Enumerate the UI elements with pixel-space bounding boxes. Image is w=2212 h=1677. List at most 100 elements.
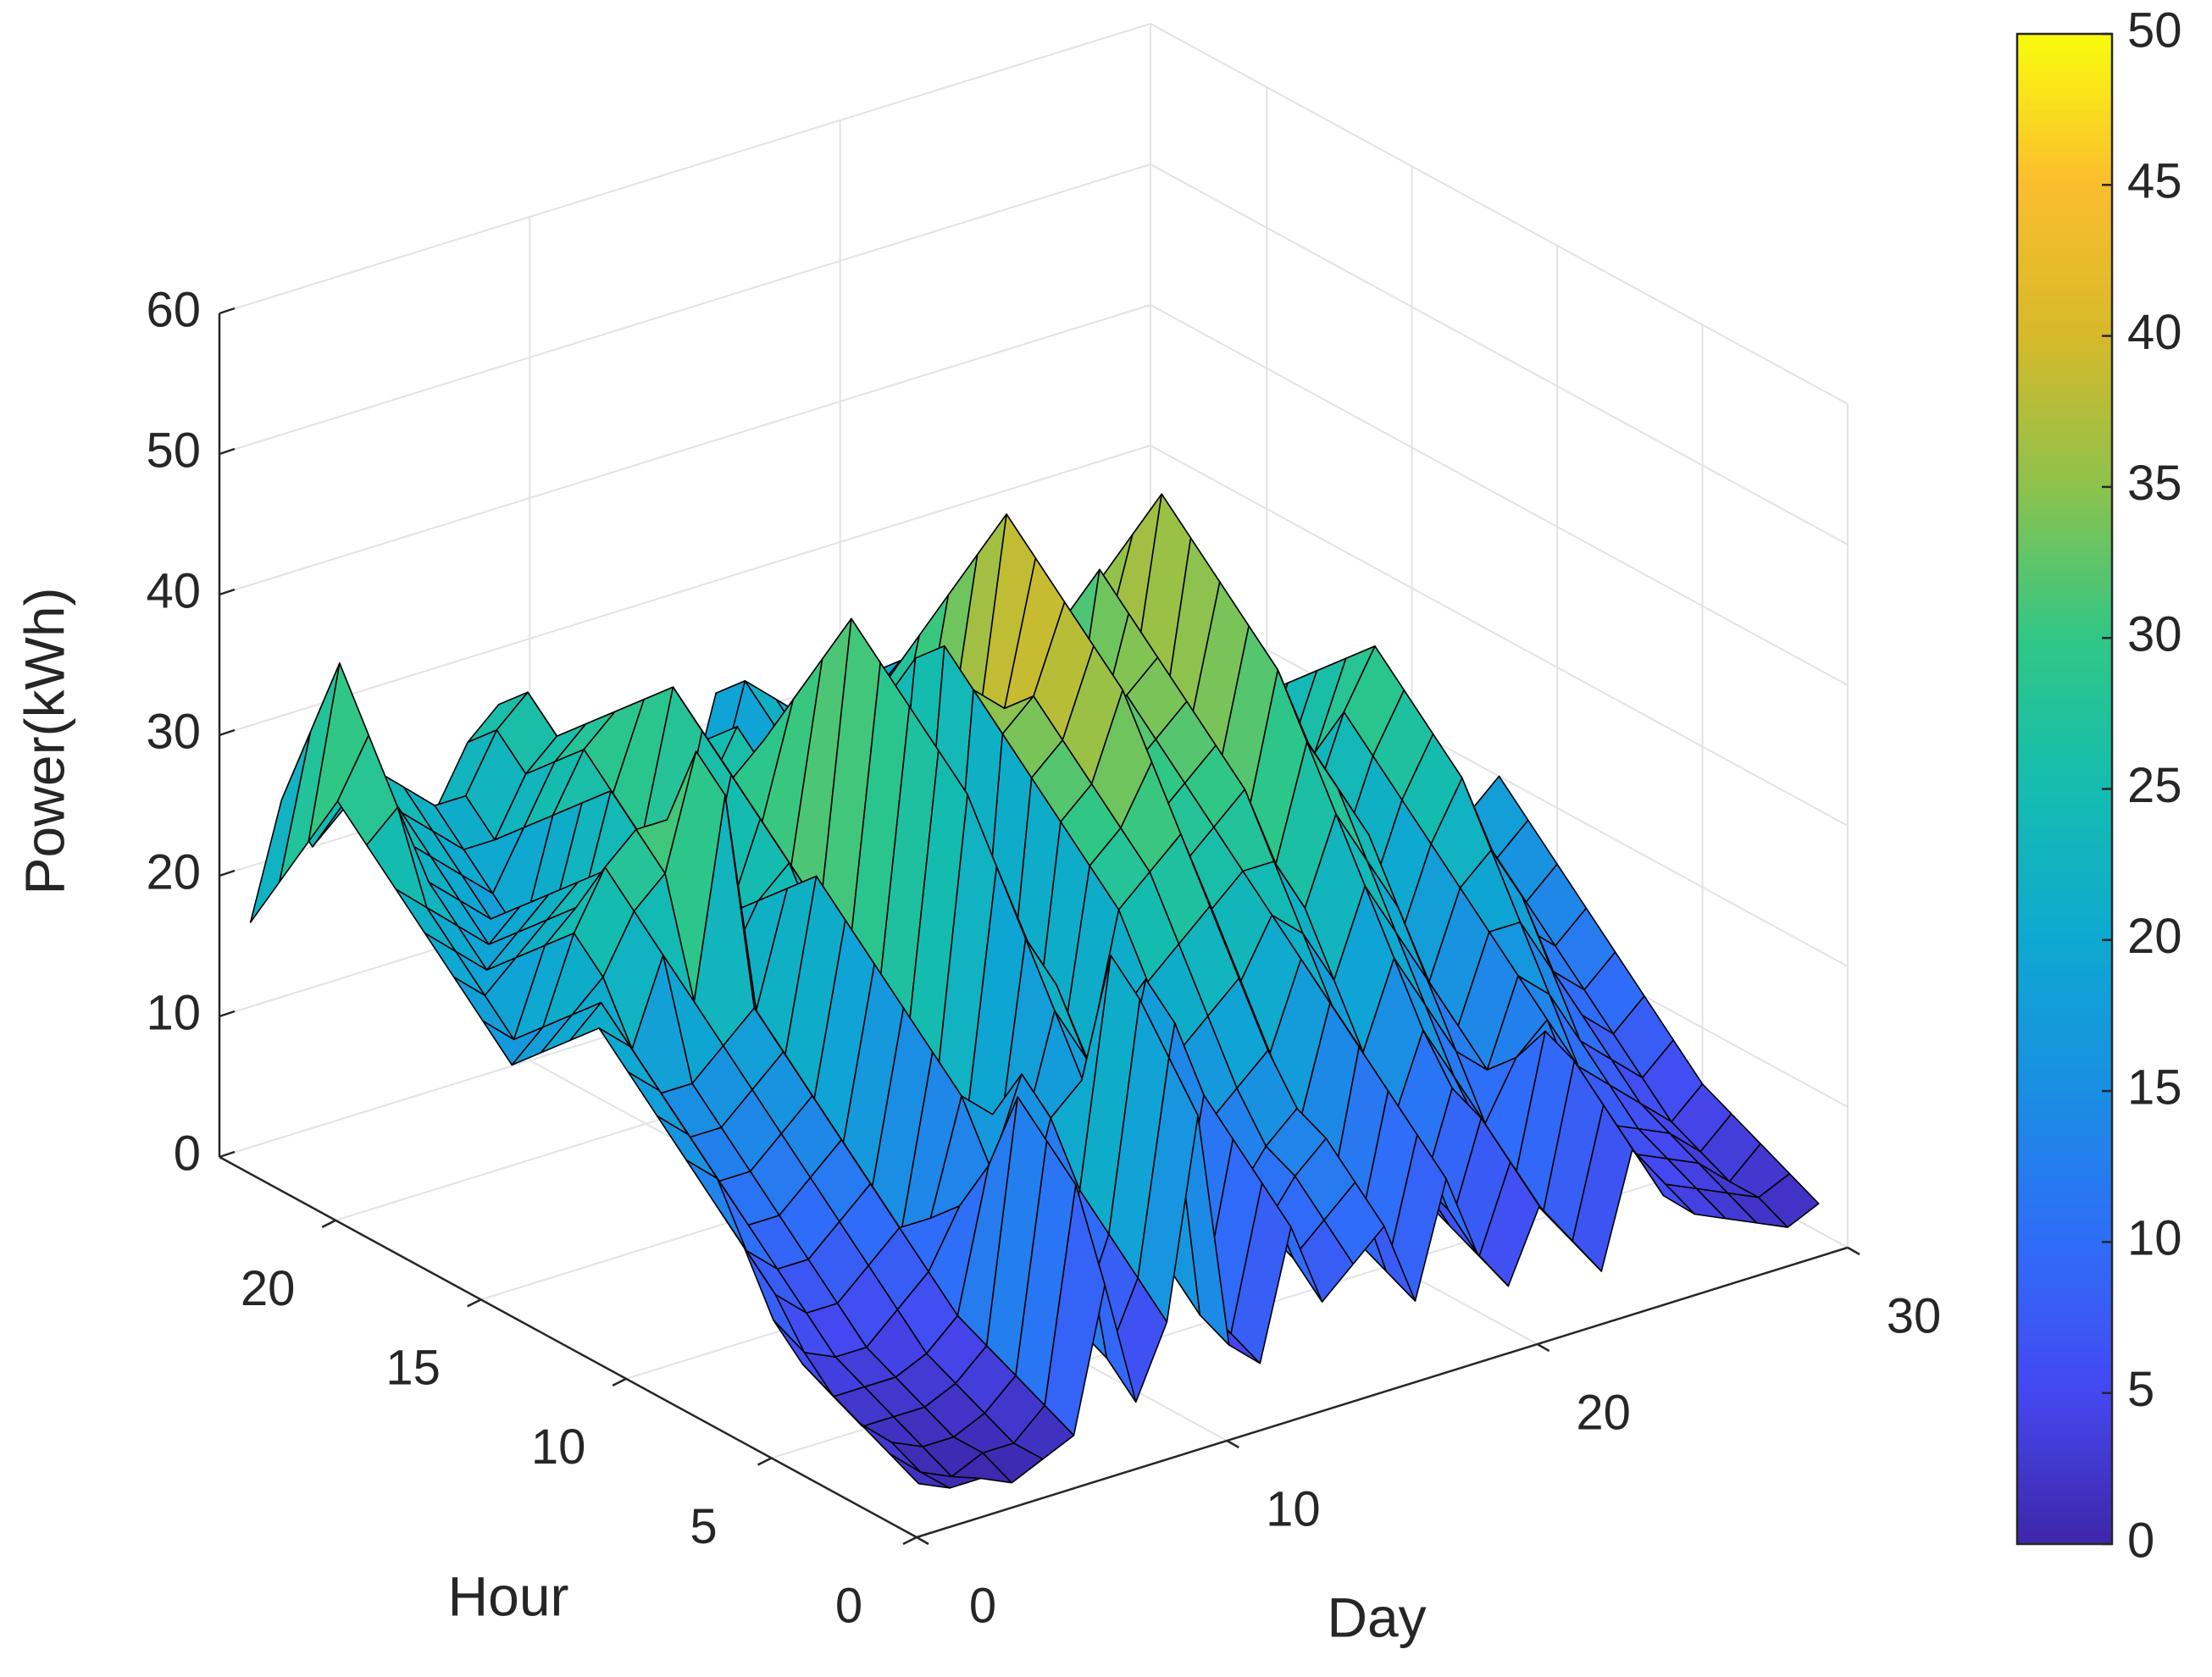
colorbar-segment	[2017, 879, 2112, 888]
colorbar-segment	[2017, 1514, 2112, 1523]
y-axis-label: Hour	[447, 1564, 568, 1627]
colorbar-segment	[2017, 192, 2112, 201]
colorbar-segment	[2017, 1226, 2112, 1236]
colorbar-segment	[2017, 645, 2112, 654]
colorbar-segment	[2017, 396, 2112, 405]
colorbar-segment	[2017, 214, 2112, 224]
colorbar-segment	[2017, 789, 2112, 798]
colorbar-segment	[2017, 222, 2112, 231]
colorbar-segment	[2017, 34, 2112, 42]
colorbar-segment	[2017, 48, 2112, 58]
colorbar-segment	[2017, 139, 2112, 148]
colorbar-segment	[2017, 698, 2112, 707]
grid-line	[1150, 445, 1849, 827]
colorbar-segment	[2017, 1385, 2112, 1394]
colorbar-segment	[2017, 917, 2112, 926]
y-tick-label: 10	[531, 1420, 586, 1475]
colorbar-segment	[2017, 94, 2112, 103]
colorbar-segment	[2017, 109, 2112, 118]
grid-line	[219, 445, 1151, 736]
colorbar-segment	[2017, 1211, 2112, 1220]
x-tick	[1537, 1342, 1550, 1353]
colorbar-segment	[2017, 955, 2112, 964]
colorbar-segment	[2017, 1174, 2112, 1182]
colorbar-segment	[2017, 252, 2112, 262]
colorbar-segment	[2017, 1091, 2112, 1099]
colorbar-segment	[2017, 291, 2112, 299]
colorbar-tick-label: 15	[2127, 1060, 2182, 1115]
colorbar-segment	[2017, 1068, 2112, 1077]
colorbar-segment	[2017, 894, 2112, 904]
colorbar-segment	[2017, 71, 2112, 80]
colorbar-segment	[2017, 509, 2112, 518]
colorbar-segment	[2017, 1151, 2112, 1160]
x-tick-label: 0	[969, 1578, 996, 1633]
z-tick-label: 20	[146, 844, 201, 899]
colorbar-segment	[2017, 1446, 2112, 1454]
colorbar-segment	[2017, 970, 2112, 979]
colorbar-segment	[2017, 924, 2112, 933]
colorbar-segment	[2017, 660, 2112, 669]
colorbar-segment	[2017, 675, 2112, 684]
colorbar-segment	[2017, 1294, 2112, 1303]
grid-line	[219, 23, 1151, 314]
colorbar-segment	[2017, 1415, 2112, 1425]
y-tick-label: 0	[835, 1578, 862, 1633]
colorbar-segment	[2017, 932, 2112, 941]
colorbar-segment	[2017, 169, 2112, 179]
x-axis-line	[916, 1246, 1849, 1539]
colorbar-segment	[2017, 947, 2112, 956]
colorbar-segment	[2017, 939, 2112, 949]
colorbar-segment	[2017, 902, 2112, 910]
colorbar-segment	[2017, 275, 2112, 284]
z-tick	[219, 1150, 236, 1159]
colorbar-segment	[2017, 1265, 2112, 1273]
colorbar-segment	[2017, 766, 2112, 775]
colorbar-segment	[2017, 1332, 2112, 1342]
x-tick	[1847, 1246, 1860, 1256]
z-tick	[219, 728, 236, 737]
colorbar-segment	[2017, 200, 2112, 208]
colorbar-segment	[2017, 1423, 2112, 1432]
colorbar-segment	[2017, 1219, 2112, 1228]
colorbar-segment	[2017, 1249, 2112, 1259]
grid-line	[1150, 23, 1849, 405]
colorbar-segment	[2017, 1015, 2112, 1024]
colorbar-segment	[2017, 426, 2112, 435]
colorbar-segment	[2017, 479, 2112, 488]
colorbar-segment	[2017, 607, 2112, 617]
colorbar-segment	[2017, 744, 2112, 752]
colorbar-segment	[2017, 1400, 2112, 1409]
colorbar-segment	[2017, 411, 2112, 420]
colorbar-segment	[2017, 1143, 2112, 1153]
colorbar-segment	[2017, 872, 2112, 881]
colorbar-segment	[2017, 833, 2112, 843]
colorbar-segment	[2017, 486, 2112, 495]
colorbar-segment	[2017, 819, 2112, 827]
colorbar-tick-label: 35	[2127, 456, 2182, 511]
colorbar-segment	[2017, 721, 2112, 729]
colorbar-segment	[2017, 381, 2112, 390]
colorbar-segment	[2017, 592, 2112, 601]
z-tick-label: 60	[146, 282, 201, 337]
colorbar-segment	[2017, 1234, 2112, 1243]
colorbar-segment	[2017, 1159, 2112, 1168]
colorbar-segment	[2017, 343, 2112, 352]
y-tick-label: 15	[385, 1341, 441, 1396]
colorbar-segment	[2017, 773, 2112, 783]
colorbar-segment	[2017, 1340, 2112, 1349]
colorbar-segment	[2017, 1325, 2112, 1334]
x-tick	[1226, 1439, 1239, 1449]
colorbar-segment	[2017, 1022, 2112, 1032]
colorbar-segment	[2017, 320, 2112, 329]
colorbar-segment	[2017, 841, 2112, 850]
colorbar-segment	[2017, 887, 2112, 896]
colorbar-segment	[2017, 64, 2112, 73]
grid-line	[219, 304, 1151, 595]
colorbar-segment	[2017, 237, 2112, 246]
colorbar-segment	[2017, 517, 2112, 526]
colorbar-segment	[2017, 464, 2112, 473]
colorbar-segment	[2017, 736, 2112, 744]
colorbar-segment	[2017, 1363, 2112, 1371]
